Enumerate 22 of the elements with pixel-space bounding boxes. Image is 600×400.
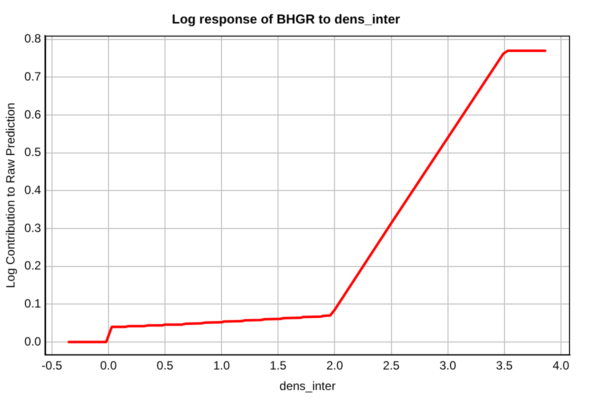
y-tick-label: 0.8 [24, 32, 42, 46]
y-tick-label: 0.1 [24, 296, 42, 310]
x-tick-label: 0.5 [156, 358, 174, 373]
x-tick-label: -0.5 [42, 358, 63, 373]
y-tick-label: 0.4 [24, 182, 42, 197]
x-tick-label: 0.0 [100, 358, 118, 373]
y-tick-label: 0.5 [24, 145, 42, 160]
y-tick-label: 0.3 [24, 220, 42, 235]
x-tick-label: 2.5 [382, 358, 400, 373]
x-tick-label: 2.0 [326, 358, 344, 373]
y-tick-label: 0.6 [24, 107, 42, 122]
y-axis-title: Log Contribution to Raw Prediction [4, 102, 18, 288]
x-tick-label: 1.5 [270, 358, 287, 373]
y-tick-label: 0.2 [24, 258, 42, 273]
x-axis-title: dens_inter [280, 379, 336, 394]
y-tick-label: 0.7 [24, 70, 42, 84]
x-tick-label: 1.0 [213, 358, 230, 373]
y-tick-label: 0.0 [24, 334, 42, 348]
x-tick-label: 4.0 [552, 358, 570, 373]
chart-title: Log response of BHGR to dens_inter [172, 11, 400, 26]
x-tick-label: 3.5 [496, 358, 514, 373]
x-tick-label: 3.0 [439, 358, 456, 373]
